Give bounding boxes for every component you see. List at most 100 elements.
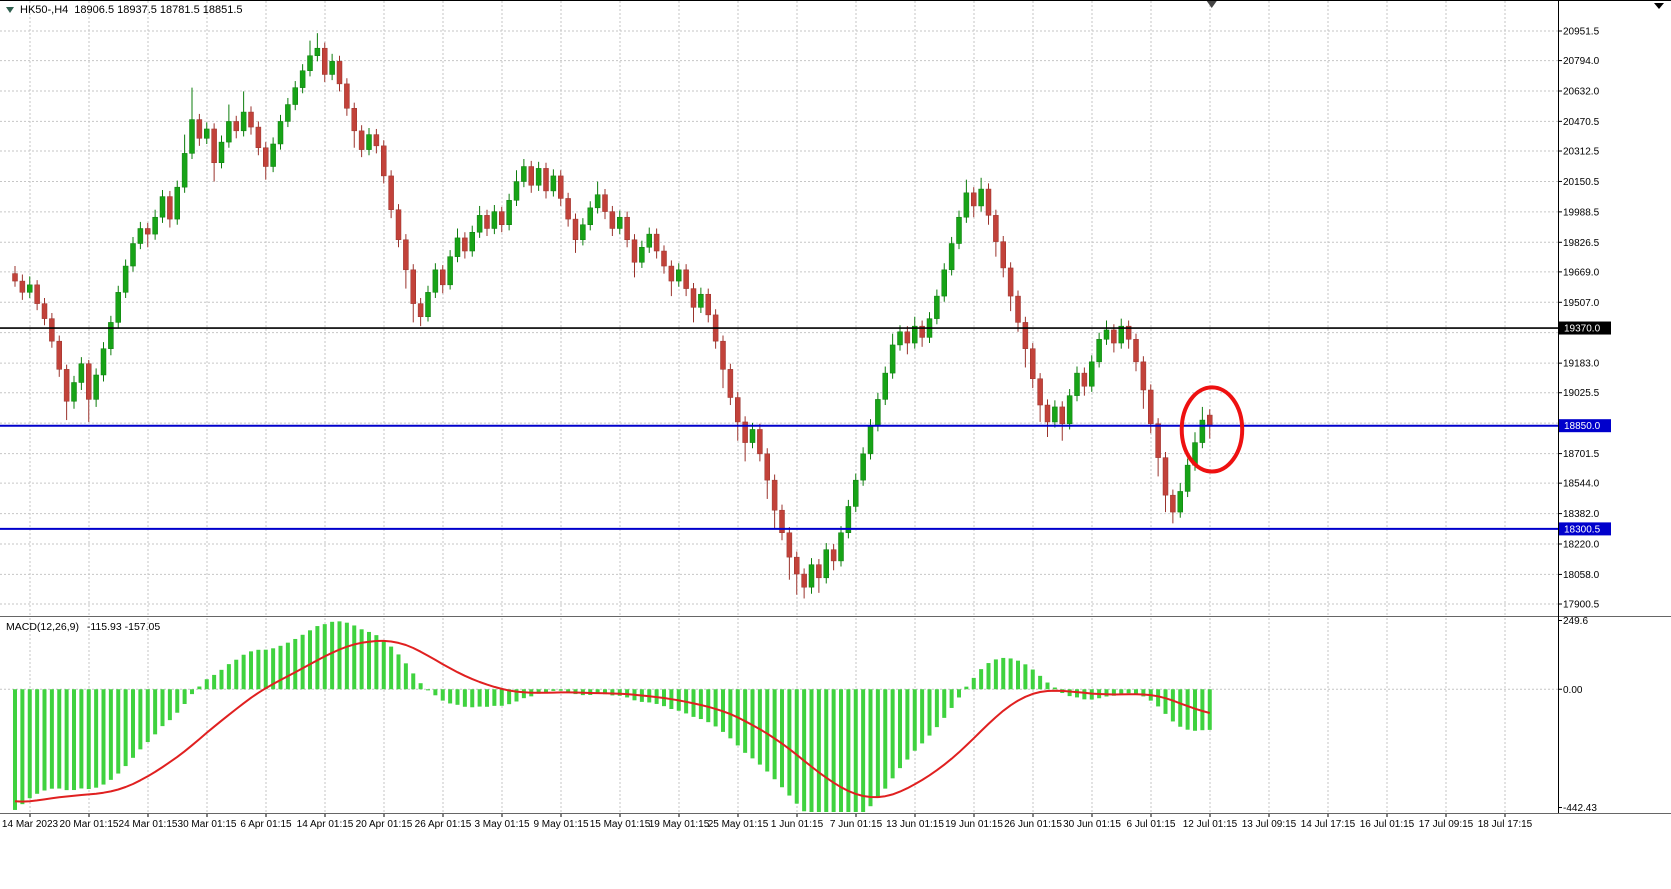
candle-body [204, 128, 210, 139]
macd-bar [949, 689, 954, 708]
candle-body [1000, 241, 1006, 269]
candle-body [226, 121, 232, 143]
hlines-layer[interactable] [0, 327, 1558, 530]
macd-bar [839, 689, 843, 812]
macd-bar [1082, 689, 1087, 700]
time-axis[interactable]: 14 Mar 2023 20 Mar 01:15 24 Mar 01:15 30 Ma… [2, 814, 1533, 830]
hline-price-box[interactable]: 18850.0 [1559, 419, 1611, 433]
candle-body [580, 224, 586, 241]
candle [358, 125, 365, 158]
annotation-ellipse[interactable] [1179, 385, 1245, 474]
candle-body [373, 134, 380, 147]
macd-bar [853, 689, 858, 812]
candle [978, 177, 984, 212]
chart-shift-marker[interactable] [1206, 1, 1217, 8]
candle [174, 180, 180, 225]
macd-bar [507, 689, 512, 705]
candle [572, 213, 579, 253]
macd-values-label: -115.93 -157.05 [86, 621, 161, 633]
macd-bar [824, 689, 829, 812]
candle [779, 504, 785, 541]
candle [1111, 324, 1117, 353]
candle [159, 189, 166, 223]
price-tick-label: 20794.0 [1563, 56, 1600, 67]
candle [410, 264, 416, 323]
macd-bar [131, 689, 135, 758]
macd-bar [971, 677, 976, 690]
hline-price-box[interactable]: 18300.5 [1559, 522, 1611, 536]
markers [1206, 1, 1664, 9]
macd-bar [912, 689, 917, 751]
candle [27, 276, 33, 298]
macd-bar [49, 689, 54, 789]
macd-bar [197, 686, 202, 690]
candle [277, 114, 284, 150]
hline-price-box[interactable]: 19370.0 [1559, 321, 1611, 335]
candle-body [830, 549, 837, 562]
candle-body [565, 198, 571, 220]
macd-bar [868, 689, 873, 807]
candle [1052, 400, 1058, 428]
candle [491, 205, 498, 235]
candle-body [1030, 348, 1036, 379]
candle-body [122, 265, 129, 293]
candle [506, 193, 512, 231]
price-tick-label: 18544.0 [1563, 479, 1600, 490]
candle-body [211, 128, 217, 164]
macd-bar [993, 659, 998, 690]
candle [93, 368, 99, 407]
price-tick-label: 18058.0 [1563, 570, 1600, 581]
macd-bar [308, 630, 312, 690]
candle [329, 53, 335, 81]
price-tick-label: 19025.5 [1563, 388, 1600, 399]
candle [690, 282, 697, 323]
macd-axis[interactable]: 249.6 0.00 -442.43 [1558, 616, 1597, 814]
macd-bar [86, 689, 91, 790]
candle-body [86, 363, 92, 400]
candle-body [56, 340, 62, 370]
candle [108, 315, 114, 356]
candle-body [506, 200, 512, 225]
candle-body [690, 288, 697, 308]
candle [838, 526, 844, 567]
macd-bar [898, 689, 902, 769]
time-label: 30 Mar 01:15 [178, 819, 237, 830]
candle-body [358, 130, 365, 150]
macd-bar [212, 674, 217, 690]
macd-bar [816, 689, 821, 812]
macd-bar [1052, 687, 1057, 690]
macd-bar [890, 689, 895, 779]
candle-body [823, 549, 829, 579]
time-label: 14 Mar 2023 [2, 819, 59, 830]
candle-body [462, 237, 468, 252]
macd-bar [920, 689, 925, 744]
time-label: 30 Jun 01:15 [1063, 819, 1121, 830]
candle [749, 422, 756, 449]
macd-bar [94, 689, 99, 788]
macd-bar [374, 635, 379, 690]
candle-body [897, 331, 903, 346]
macd-bar [470, 689, 475, 708]
candle [853, 473, 859, 513]
macd-bar [787, 689, 792, 796]
candle [1103, 320, 1110, 345]
candle-body [1118, 325, 1124, 344]
price-axis[interactable]: 20951.5 20794.0 20632.0 20470.5 20312.5 20150… [1558, 27, 1611, 611]
candle [263, 142, 269, 180]
candle-body [1015, 295, 1021, 323]
time-label: 26 Jun 01:15 [1004, 819, 1062, 830]
candles-layer [12, 33, 1213, 599]
macd-bar [536, 689, 541, 694]
candle [1037, 373, 1043, 422]
macd-bar [883, 689, 888, 789]
macd-bar [492, 689, 497, 706]
candle-body [1125, 325, 1132, 340]
candle [735, 391, 741, 441]
candle [152, 209, 158, 240]
candle-body [646, 233, 652, 248]
time-label: 12 Jul 01:15 [1183, 819, 1238, 830]
macd-bar [1016, 660, 1020, 690]
price-tick-label: 20150.5 [1563, 177, 1600, 188]
time-label: 18 Jul 17:15 [1478, 819, 1533, 830]
